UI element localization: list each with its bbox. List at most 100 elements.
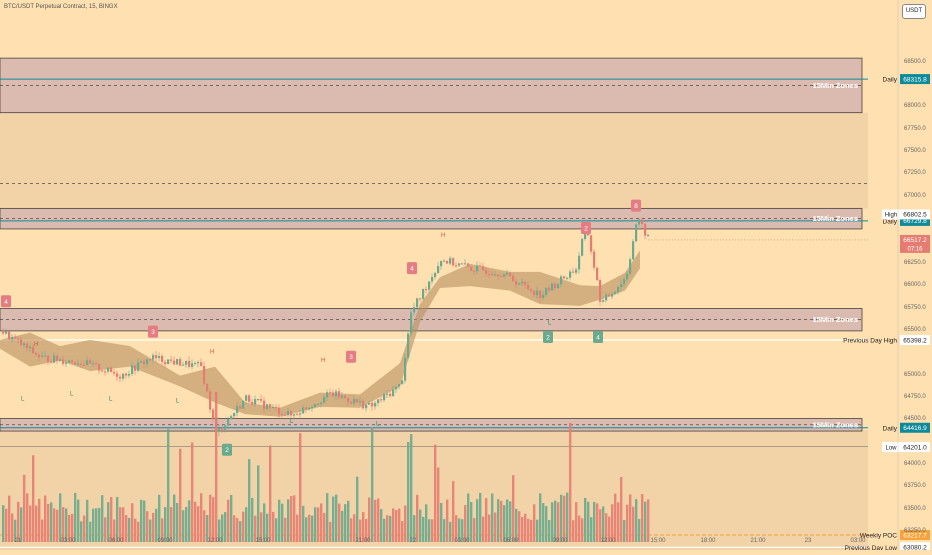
candle-body [200, 362, 203, 367]
currency-button[interactable]: USDT [902, 4, 926, 19]
candle-body [149, 359, 152, 361]
volume-bar [71, 513, 74, 542]
candle-body [293, 414, 296, 416]
candle-body [557, 284, 560, 288]
volume-bar [227, 499, 230, 542]
candle-body [500, 276, 503, 278]
volume-bar [461, 519, 464, 542]
sell-signal-badge: 3 [148, 325, 158, 338]
candle-body [608, 294, 611, 297]
candle-body [365, 404, 368, 409]
candle-body [320, 402, 323, 404]
candle-body [332, 392, 335, 397]
volume-bar [467, 493, 470, 542]
buy-signal-badge: 2 [222, 443, 232, 456]
volume-bar [572, 520, 575, 542]
swing-high-marker: H [441, 233, 445, 239]
svg-text:4: 4 [4, 299, 8, 306]
candle-body [98, 363, 101, 371]
volume-bar [368, 497, 371, 542]
svg-text:3: 3 [151, 329, 155, 336]
volume-bar [302, 505, 305, 542]
volume-bar [542, 503, 545, 542]
volume-bar [278, 499, 281, 542]
volume-bar [98, 507, 101, 542]
volume-bar [269, 445, 272, 542]
volume-bar [419, 509, 422, 542]
candle-body [407, 333, 410, 358]
candle-body [203, 366, 206, 384]
volume-bar [35, 505, 38, 542]
x-tick-label: 09:00 [157, 538, 173, 544]
candle-body [95, 363, 98, 365]
volume-bar [626, 504, 629, 542]
candle-body [134, 365, 137, 371]
volume-bar [29, 505, 32, 542]
candle-body [629, 259, 632, 274]
volume-bar [191, 442, 194, 542]
volume-bar [248, 459, 251, 542]
volume-bar [188, 500, 191, 542]
candle-body [329, 392, 332, 394]
volume-bar [161, 518, 164, 542]
candle-body [536, 290, 539, 296]
candle-body [302, 407, 305, 414]
volume-bar [167, 428, 170, 542]
volume-bar [641, 494, 644, 542]
volume-bar [335, 494, 338, 542]
volume-bar [629, 494, 632, 542]
upper-band [0, 112, 868, 209]
svg-text:2: 2 [225, 447, 229, 454]
candle-body [32, 346, 35, 353]
volume-bar [125, 515, 128, 542]
candle-body [446, 260, 449, 264]
candle-body [383, 394, 386, 401]
volume-bar [479, 492, 482, 542]
volume-bar [206, 515, 209, 542]
zone-label: 15Min Zones [813, 81, 858, 90]
candle-body [395, 386, 398, 390]
buy-signal-badge: 2 [543, 331, 553, 344]
volume-bar [554, 500, 557, 542]
candle-body [374, 402, 377, 407]
candle-body [353, 399, 356, 404]
candle-body [158, 356, 161, 359]
candle-body [401, 380, 404, 385]
zone-box [0, 207, 863, 230]
volume-bar [581, 518, 584, 542]
volume-bar [497, 499, 500, 542]
candle-body [548, 287, 551, 291]
high-tag-value: 66802.5 [903, 212, 927, 219]
candle-body [473, 270, 476, 272]
volume-bar [131, 503, 134, 542]
zone-label: 15Min Zones [813, 420, 858, 429]
sell-signal-badge: 8 [631, 199, 641, 212]
volume-bar [347, 500, 350, 542]
y-tick-label: 66250.0 [904, 259, 926, 266]
candle-body [635, 224, 638, 242]
candle-body [194, 362, 197, 364]
volume-bar [281, 503, 284, 542]
volume-bar [374, 499, 377, 542]
volume-bar [494, 512, 497, 542]
level-price-value: 66729.8 [903, 218, 927, 225]
candle-body [389, 393, 392, 397]
zone-box [0, 308, 863, 332]
candle-body [422, 288, 425, 299]
volume-bar [59, 493, 62, 542]
candle-body [17, 338, 20, 340]
volume-bar [176, 502, 179, 542]
candle-body [215, 418, 218, 432]
volume-bar [476, 499, 479, 542]
candle-body [53, 355, 56, 363]
volume-bar [137, 521, 140, 542]
volume-bar [185, 506, 188, 542]
volume-bar [143, 500, 146, 542]
volume-bar [632, 506, 635, 542]
volume-bar [407, 442, 410, 542]
volume-bar [620, 477, 623, 542]
candle-body [581, 239, 584, 256]
candle-body [614, 292, 617, 295]
